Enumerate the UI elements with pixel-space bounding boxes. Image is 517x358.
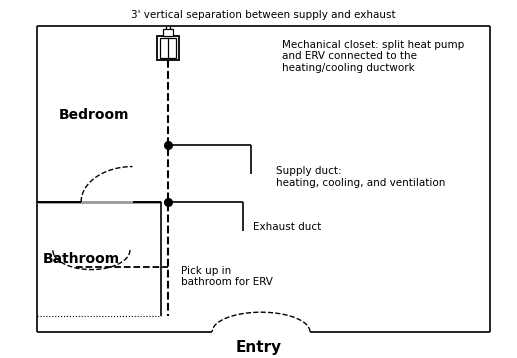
Bar — [160, 38, 176, 58]
Text: Bedroom: Bedroom — [59, 108, 129, 122]
Text: Bathroom: Bathroom — [42, 252, 119, 266]
Text: Exhaust duct: Exhaust duct — [253, 222, 322, 232]
Text: 3' vertical separation between supply and exhaust: 3' vertical separation between supply an… — [131, 10, 396, 20]
Text: Pick up in
bathroom for ERV: Pick up in bathroom for ERV — [181, 266, 273, 287]
Text: Entry: Entry — [235, 340, 282, 355]
Text: Supply duct:
heating, cooling, and ventilation: Supply duct: heating, cooling, and venti… — [277, 166, 446, 188]
Bar — [163, 29, 173, 36]
Text: Mechanical closet: split heat pump
and ERV connected to the
heating/cooling duct: Mechanical closet: split heat pump and E… — [282, 40, 464, 73]
Bar — [157, 36, 179, 60]
